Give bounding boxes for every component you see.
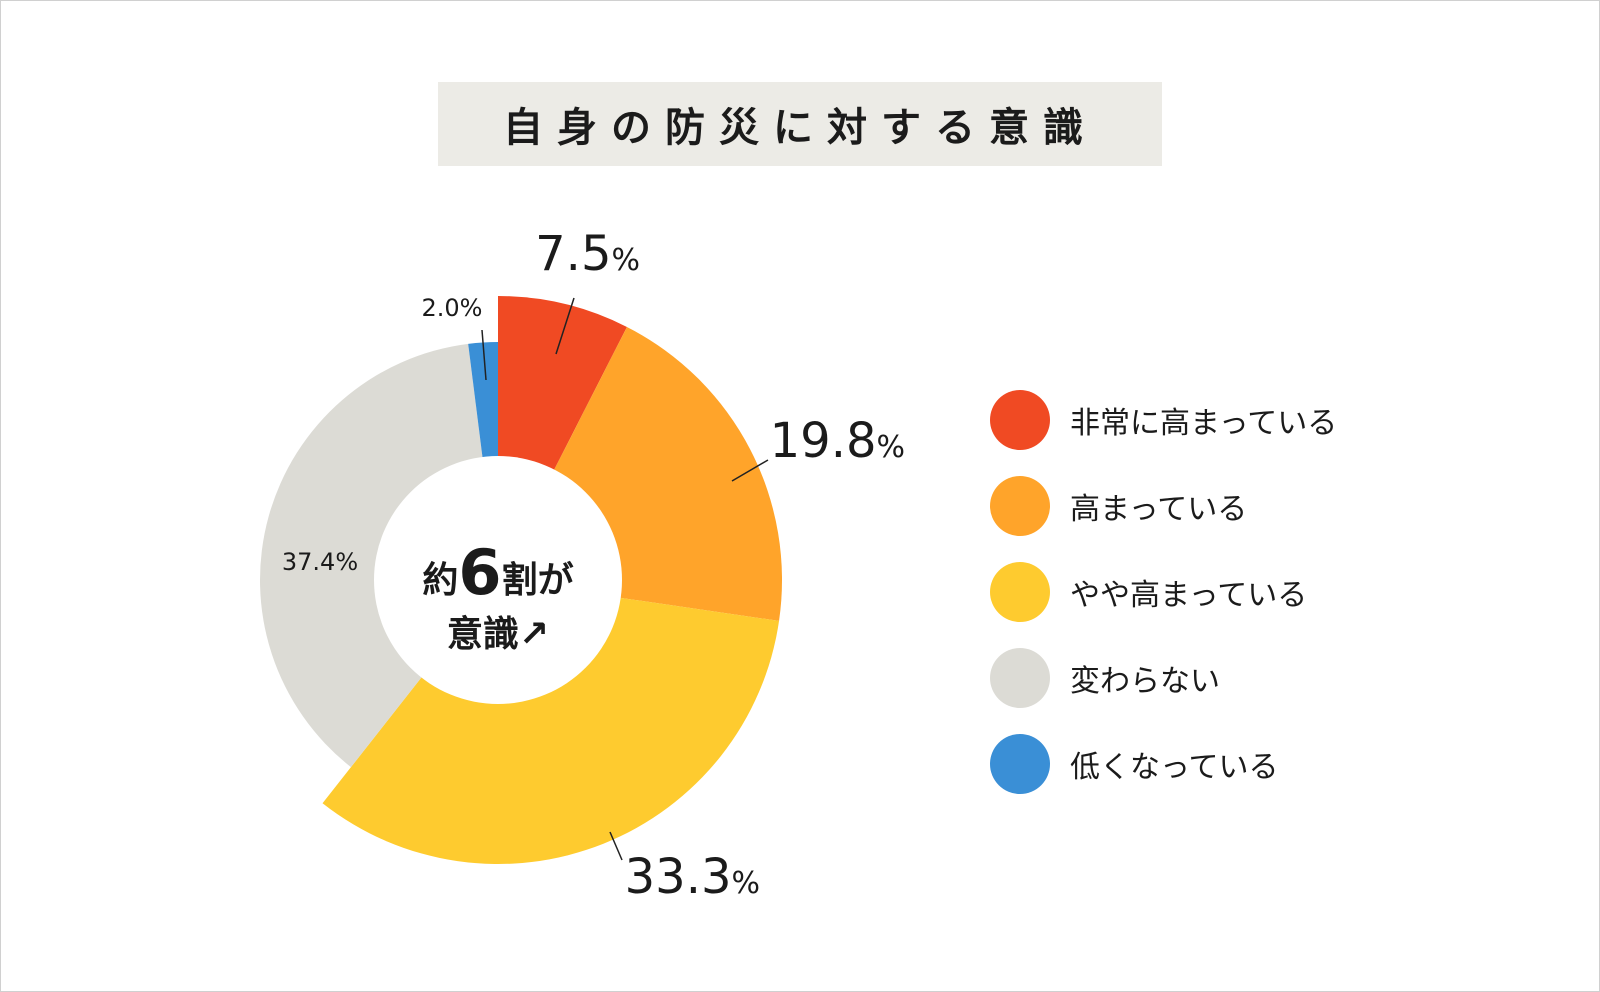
- legend-swatch-slightly-high: [990, 562, 1050, 622]
- legend-swatch-high: [990, 476, 1050, 536]
- chart-title: 自身の防災に対する意識: [503, 105, 1097, 151]
- legend-swatch-very-high: [990, 390, 1050, 450]
- donut-hole: [374, 456, 622, 704]
- legend-swatch-lower: [990, 734, 1050, 794]
- legend-label-unchanged: 変わらない: [1070, 664, 1220, 699]
- data-label-high: 19.8%: [770, 413, 905, 469]
- title-banner: 自身の防災に対する意識: [438, 82, 1162, 166]
- leader-line-very-high: [555, 297, 575, 355]
- legend-item-slightly-high: やや高まっている: [990, 562, 1307, 622]
- slice-slightly-high: [322, 580, 780, 864]
- leader-line-high: [731, 459, 769, 482]
- data-labels: 7.5% 19.8% 33.3% 37.4% 2.0%: [282, 226, 905, 905]
- legend-item-unchanged: 変わらない: [990, 648, 1220, 708]
- legend-label-very-high: 非常に高まっている: [1070, 406, 1338, 441]
- leader-lines: [481, 297, 769, 861]
- legend-item-high: 高まっている: [990, 476, 1247, 536]
- legend-label-high: 高まっている: [1070, 492, 1248, 527]
- legend-label-slightly-high: やや高まっている: [1070, 578, 1308, 613]
- center-text-line1: 約6割が: [422, 536, 573, 609]
- data-label-very-high: 7.5%: [535, 226, 640, 282]
- legend-label-lower: 低くなっている: [1070, 750, 1279, 785]
- leader-line-slightly-high: [609, 831, 623, 861]
- center-text-line2: 意識↗: [447, 614, 549, 655]
- legend-item-very-high: 非常に高まっている: [990, 390, 1337, 450]
- legend-swatch-unchanged: [990, 648, 1050, 708]
- legend-item-lower: 低くなっている: [990, 734, 1279, 794]
- data-label-lower: 2.0%: [422, 294, 483, 322]
- leader-line-lower: [481, 329, 487, 381]
- data-label-unchanged: 37.4%: [282, 548, 358, 576]
- data-label-slightly-high: 33.3%: [625, 849, 760, 905]
